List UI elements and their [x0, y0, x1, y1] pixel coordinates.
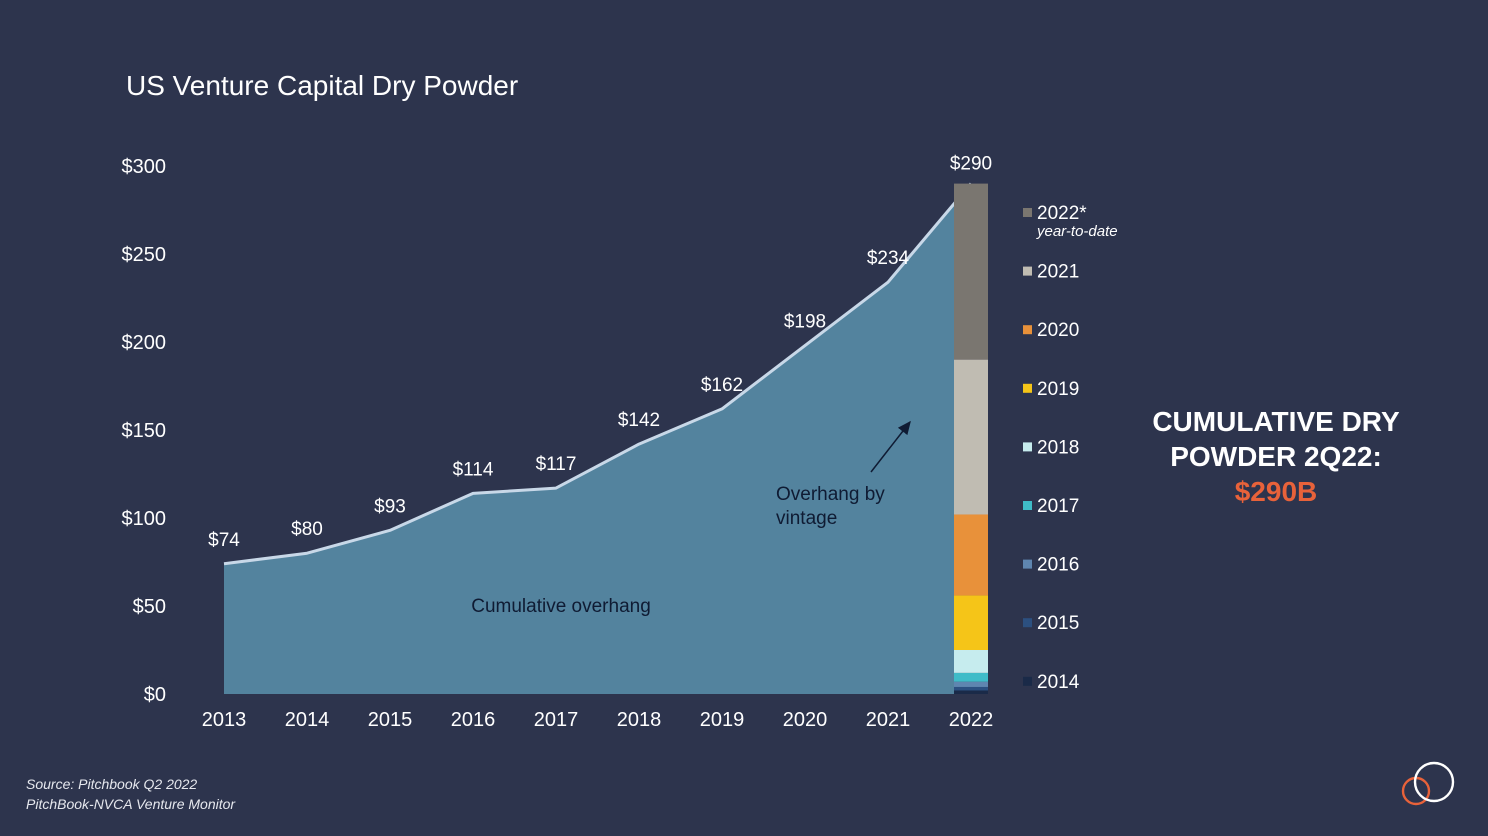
y-tick-label: $0 [144, 684, 166, 706]
legend-label: 2014 [1037, 672, 1080, 693]
stack-segment-2020 [954, 514, 988, 596]
data-label: $117 [536, 454, 577, 475]
source-line-1: Source: Pitchbook Q2 2022 [26, 776, 198, 792]
data-label: $290 [950, 154, 992, 175]
legend-swatch [1023, 676, 1032, 686]
stack-segment-2014 [954, 690, 988, 694]
data-label: $142 [618, 410, 660, 431]
source-note: Source: Pitchbook Q2 2022 PitchBook-NVCA… [26, 774, 235, 814]
legend-label: 2019 [1037, 379, 1079, 400]
data-label: $198 [784, 312, 826, 333]
legend-swatch [1023, 501, 1032, 510]
legend-label: 2017 [1037, 496, 1079, 517]
data-label: $234 [867, 248, 910, 269]
y-tick-label: $250 [122, 244, 167, 266]
legend-label: 2016 [1037, 555, 1079, 576]
x-tick-label: 2019 [700, 709, 745, 731]
callout-line-2: POWDER 2Q22: [1170, 441, 1382, 472]
callout-line-1: CUMULATIVE DRY [1152, 406, 1400, 437]
y-tick-label: $150 [122, 420, 167, 442]
legend-label: 2021 [1037, 262, 1079, 283]
x-tick-label: 2022 [949, 709, 994, 731]
data-label: $80 [291, 519, 323, 540]
interlocking-circles-logo-icon [1401, 761, 1455, 806]
legend-swatch [1023, 266, 1032, 276]
legend-swatch [1023, 383, 1032, 393]
y-tick-label: $200 [122, 332, 167, 354]
stack-segment-2019 [954, 595, 988, 650]
cumulative-line [223, 182, 973, 566]
legend-label: 2018 [1037, 437, 1079, 458]
legend-label: 2020 [1037, 320, 1079, 341]
x-tick-label: 2016 [451, 709, 496, 731]
stack-segment-2021 [954, 359, 988, 515]
legend-swatch [1023, 618, 1032, 628]
annotation-arrow [870, 420, 911, 473]
x-tick-label: 2017 [534, 709, 579, 731]
data-label: $93 [374, 496, 406, 517]
data-label: $74 [208, 530, 240, 551]
stack-segment-2015 [954, 686, 988, 691]
legend-swatch [1023, 325, 1032, 335]
cumulative-overhang-area [224, 203, 954, 694]
x-tick-label: 2015 [368, 709, 413, 731]
y-tick-label: $300 [122, 156, 167, 178]
legend-label: 2022* [1037, 203, 1087, 224]
annotation-line-2: vintage [776, 508, 837, 529]
y-tick-label: $50 [133, 596, 166, 618]
area-label: Cumulative overhang [471, 596, 651, 617]
annotation-line-1: Overhang by [776, 484, 885, 505]
x-tick-label: 2021 [866, 709, 911, 731]
stack-segment-2022 [954, 183, 988, 360]
x-tick-label: 2014 [285, 709, 330, 731]
data-label: $162 [701, 375, 743, 396]
legend-swatch [1023, 442, 1032, 452]
stack-segment-2018 [954, 650, 988, 673]
cumulative-dry-powder-callout: CUMULATIVE DRY POWDER 2Q22: $290B [1130, 404, 1422, 509]
chart-title: US Venture Capital Dry Powder [126, 70, 519, 101]
data-label: $114 [453, 459, 494, 480]
y-tick-label: $100 [122, 508, 167, 530]
legend-swatch [1023, 559, 1032, 569]
legend-sublabel: year-to-date [1036, 223, 1118, 240]
callout-amount: $290B [1234, 476, 1318, 507]
source-line-2: PitchBook-NVCA Venture Monitor [26, 796, 236, 812]
stack-segment-2017 [954, 672, 988, 682]
legend-swatch [1023, 208, 1032, 217]
legend-label: 2015 [1037, 613, 1079, 634]
x-tick-label: 2013 [202, 709, 247, 731]
x-tick-label: 2018 [617, 709, 662, 731]
x-tick-label: 2020 [783, 709, 828, 731]
stack-segment-2016 [954, 681, 988, 687]
